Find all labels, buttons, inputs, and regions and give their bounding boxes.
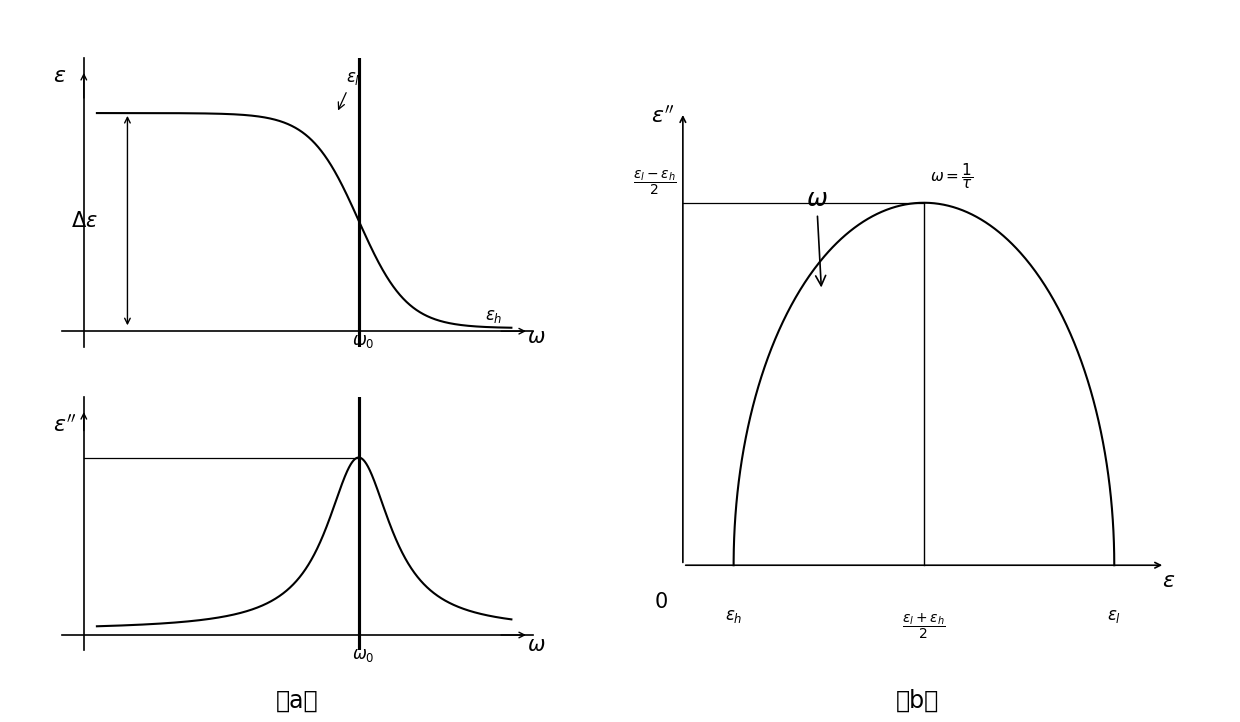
Text: $\dfrac{\varepsilon_l+\varepsilon_h}{2}$: $\dfrac{\varepsilon_l+\varepsilon_h}{2}$ — [903, 612, 946, 641]
Text: $\omega_0$: $\omega_0$ — [352, 332, 374, 350]
Text: $\varepsilon_l$: $\varepsilon_l$ — [339, 69, 360, 109]
Text: （b）: （b） — [897, 689, 939, 713]
Text: （a）: （a） — [277, 689, 319, 713]
Text: $\Delta\varepsilon$: $\Delta\varepsilon$ — [71, 211, 98, 231]
Text: $\varepsilon''$: $\varepsilon''$ — [651, 105, 675, 127]
Text: $0$: $0$ — [655, 591, 668, 612]
Text: $\varepsilon_h$: $\varepsilon_h$ — [485, 308, 502, 326]
Text: $\omega=\dfrac{1}{\tau}$: $\omega=\dfrac{1}{\tau}$ — [930, 161, 973, 191]
Text: $\varepsilon$: $\varepsilon$ — [1162, 571, 1176, 591]
Text: $\varepsilon$: $\varepsilon$ — [53, 66, 67, 87]
Text: $\omega$: $\omega$ — [806, 187, 827, 286]
Text: $\varepsilon_h$: $\varepsilon_h$ — [725, 606, 743, 625]
Text: $\omega$: $\omega$ — [527, 328, 546, 347]
Text: $\omega_0$: $\omega_0$ — [352, 645, 374, 664]
Text: $\dfrac{\varepsilon_l-\varepsilon_h}{2}$: $\dfrac{\varepsilon_l-\varepsilon_h}{2}$ — [632, 168, 677, 196]
Text: $\varepsilon_l$: $\varepsilon_l$ — [1107, 606, 1121, 625]
Text: $\omega$: $\omega$ — [527, 635, 546, 655]
Text: $\varepsilon''$: $\varepsilon''$ — [53, 414, 77, 435]
